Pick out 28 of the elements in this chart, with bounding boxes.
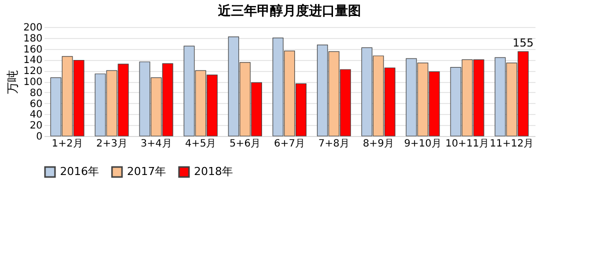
y-tick-label: 140 bbox=[23, 55, 42, 66]
legend-label: 2017年 bbox=[127, 165, 166, 178]
x-tick-label: 7+8月 bbox=[318, 138, 350, 150]
data-label: 155 bbox=[512, 36, 534, 50]
legend-label: 2016年 bbox=[60, 165, 99, 178]
y-tick-label: 80 bbox=[30, 88, 42, 99]
x-tick-label: 5+6月 bbox=[230, 138, 261, 150]
x-tick-label: 3+4月 bbox=[140, 138, 172, 150]
y-tick-label: 20 bbox=[30, 120, 42, 132]
y-tick-label: 160 bbox=[23, 44, 42, 56]
y-tick-label: 0 bbox=[36, 132, 42, 142]
x-tick-label: 1+2月 bbox=[52, 138, 83, 150]
y-tick-label: 200 bbox=[23, 22, 42, 34]
x-tick-label: 10+11月 bbox=[445, 138, 490, 150]
y-tick-label: 120 bbox=[23, 66, 42, 78]
y-tick-label: 40 bbox=[30, 110, 42, 121]
x-tick-label: 11+12月 bbox=[490, 138, 534, 150]
x-tick-label: 2+3月 bbox=[96, 138, 128, 150]
y-tick-label: 100 bbox=[23, 77, 42, 88]
y-tick-label: 180 bbox=[23, 33, 42, 44]
x-tick-label: 6+7月 bbox=[274, 138, 306, 150]
x-tick-label: 9+10月 bbox=[404, 138, 442, 150]
x-tick-label: 8+9月 bbox=[362, 138, 394, 150]
y-tick-label: 60 bbox=[30, 98, 42, 110]
y-axis-title: 万吨 bbox=[5, 70, 20, 94]
legend-label: 2018年 bbox=[194, 165, 233, 178]
x-tick-label: 4+5月 bbox=[185, 138, 216, 150]
chart-title: 近三年甲醇月度进口量图 bbox=[217, 3, 361, 19]
